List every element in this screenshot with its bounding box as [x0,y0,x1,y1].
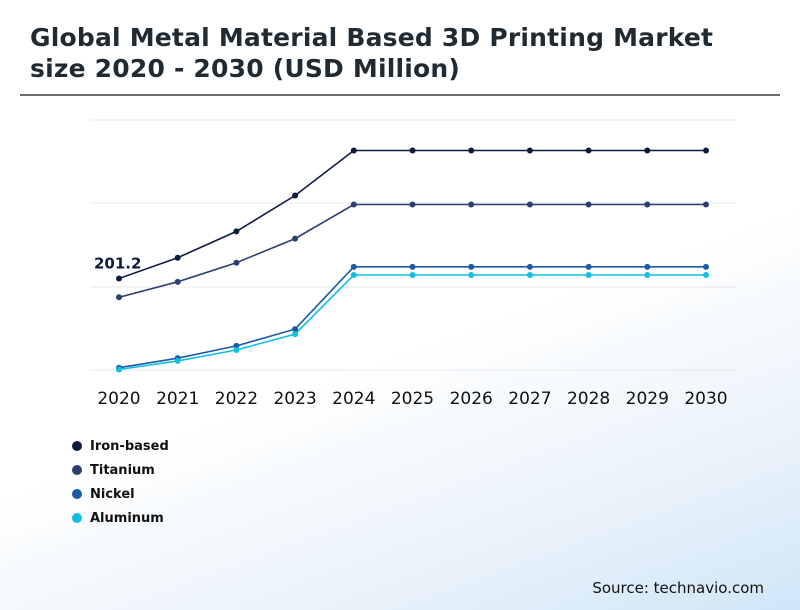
legend-label: Titanium [90,462,155,478]
data-point [350,272,357,278]
data-point [468,147,475,154]
data-point [233,228,240,235]
x-tick-label: 2022 [215,389,258,409]
data-point [233,259,240,266]
data-point [233,347,240,353]
x-tick-label: 2027 [508,389,551,409]
x-tick-label: 2021 [156,389,199,409]
data-point [703,201,709,208]
series-line-nickel [118,265,706,369]
line-chart: 2020 2021 2022 2023 2024 2025 2026 2027 2028 2029… [90,119,736,409]
data-point [468,263,475,270]
data-point [174,254,181,261]
data-point [409,272,416,278]
legend-dot-icon [72,513,82,523]
x-tick-label: 2030 [684,389,727,409]
x-tick-label: 2029 [626,389,669,409]
chart-title: Global Metal Material Based 3D Printing … [30,23,714,83]
x-tick-label: 2023 [273,389,316,409]
legend-item: Aluminum [72,506,169,530]
legend-item: Titanium [72,458,169,482]
data-point [116,366,122,373]
data-point [350,263,357,270]
data-point [409,263,416,270]
legend-label: Aluminum [90,510,164,526]
data-point [116,294,122,301]
x-tick-label: 2025 [391,389,434,409]
data-point [292,326,299,333]
data-point [644,147,651,154]
legend-item: Iron-based [72,434,169,458]
legend-label: Iron-based [90,438,169,454]
grid-lines [90,119,736,371]
data-point [292,331,299,338]
data-point [292,235,299,242]
data-point [644,263,651,270]
legend-label: Nickel [90,486,135,502]
data-point [703,147,709,154]
data-point [526,272,533,278]
data-point [409,201,416,208]
data-point [703,263,709,270]
series-lines [118,149,706,371]
series-line-titanium [118,203,706,299]
data-point [526,147,533,154]
legend: Iron-based Titanium Nickel Aluminum [72,434,169,530]
data-point [585,147,592,154]
x-axis-tick-labels: 2020 2021 2022 2023 2024 2025 2026 2027 2028 2029… [97,389,727,409]
annotations: 201.2 [94,255,141,273]
data-point [644,272,651,278]
legend-dot-icon [72,465,82,475]
data-point [409,147,416,154]
series-line-aluminum [118,274,706,371]
data-point [585,272,592,278]
title-divider [20,94,780,96]
x-tick-label: 2028 [567,389,610,409]
legend-item: Nickel [72,482,169,506]
x-tick-label: 2026 [450,389,493,409]
data-point [526,263,533,270]
data-point [526,201,533,208]
data-point [350,147,357,154]
data-point [174,357,181,364]
data-point [350,201,357,208]
source-note: Source: technavio.com [592,579,764,597]
series-line-iron-based [118,149,706,280]
data-point [468,272,475,278]
data-point [174,278,181,285]
x-tick-label: 2020 [97,389,140,409]
data-point [292,192,299,199]
series-points [116,147,709,373]
legend-dot-icon [72,441,82,451]
legend-dot-icon [72,489,82,499]
data-point [644,201,651,208]
data-point [585,201,592,208]
data-point [116,275,122,282]
x-tick-label: 2024 [332,389,375,409]
data-point [703,272,709,278]
data-point [468,201,475,208]
data-point [585,263,592,270]
data-label: 201.2 [94,255,141,273]
